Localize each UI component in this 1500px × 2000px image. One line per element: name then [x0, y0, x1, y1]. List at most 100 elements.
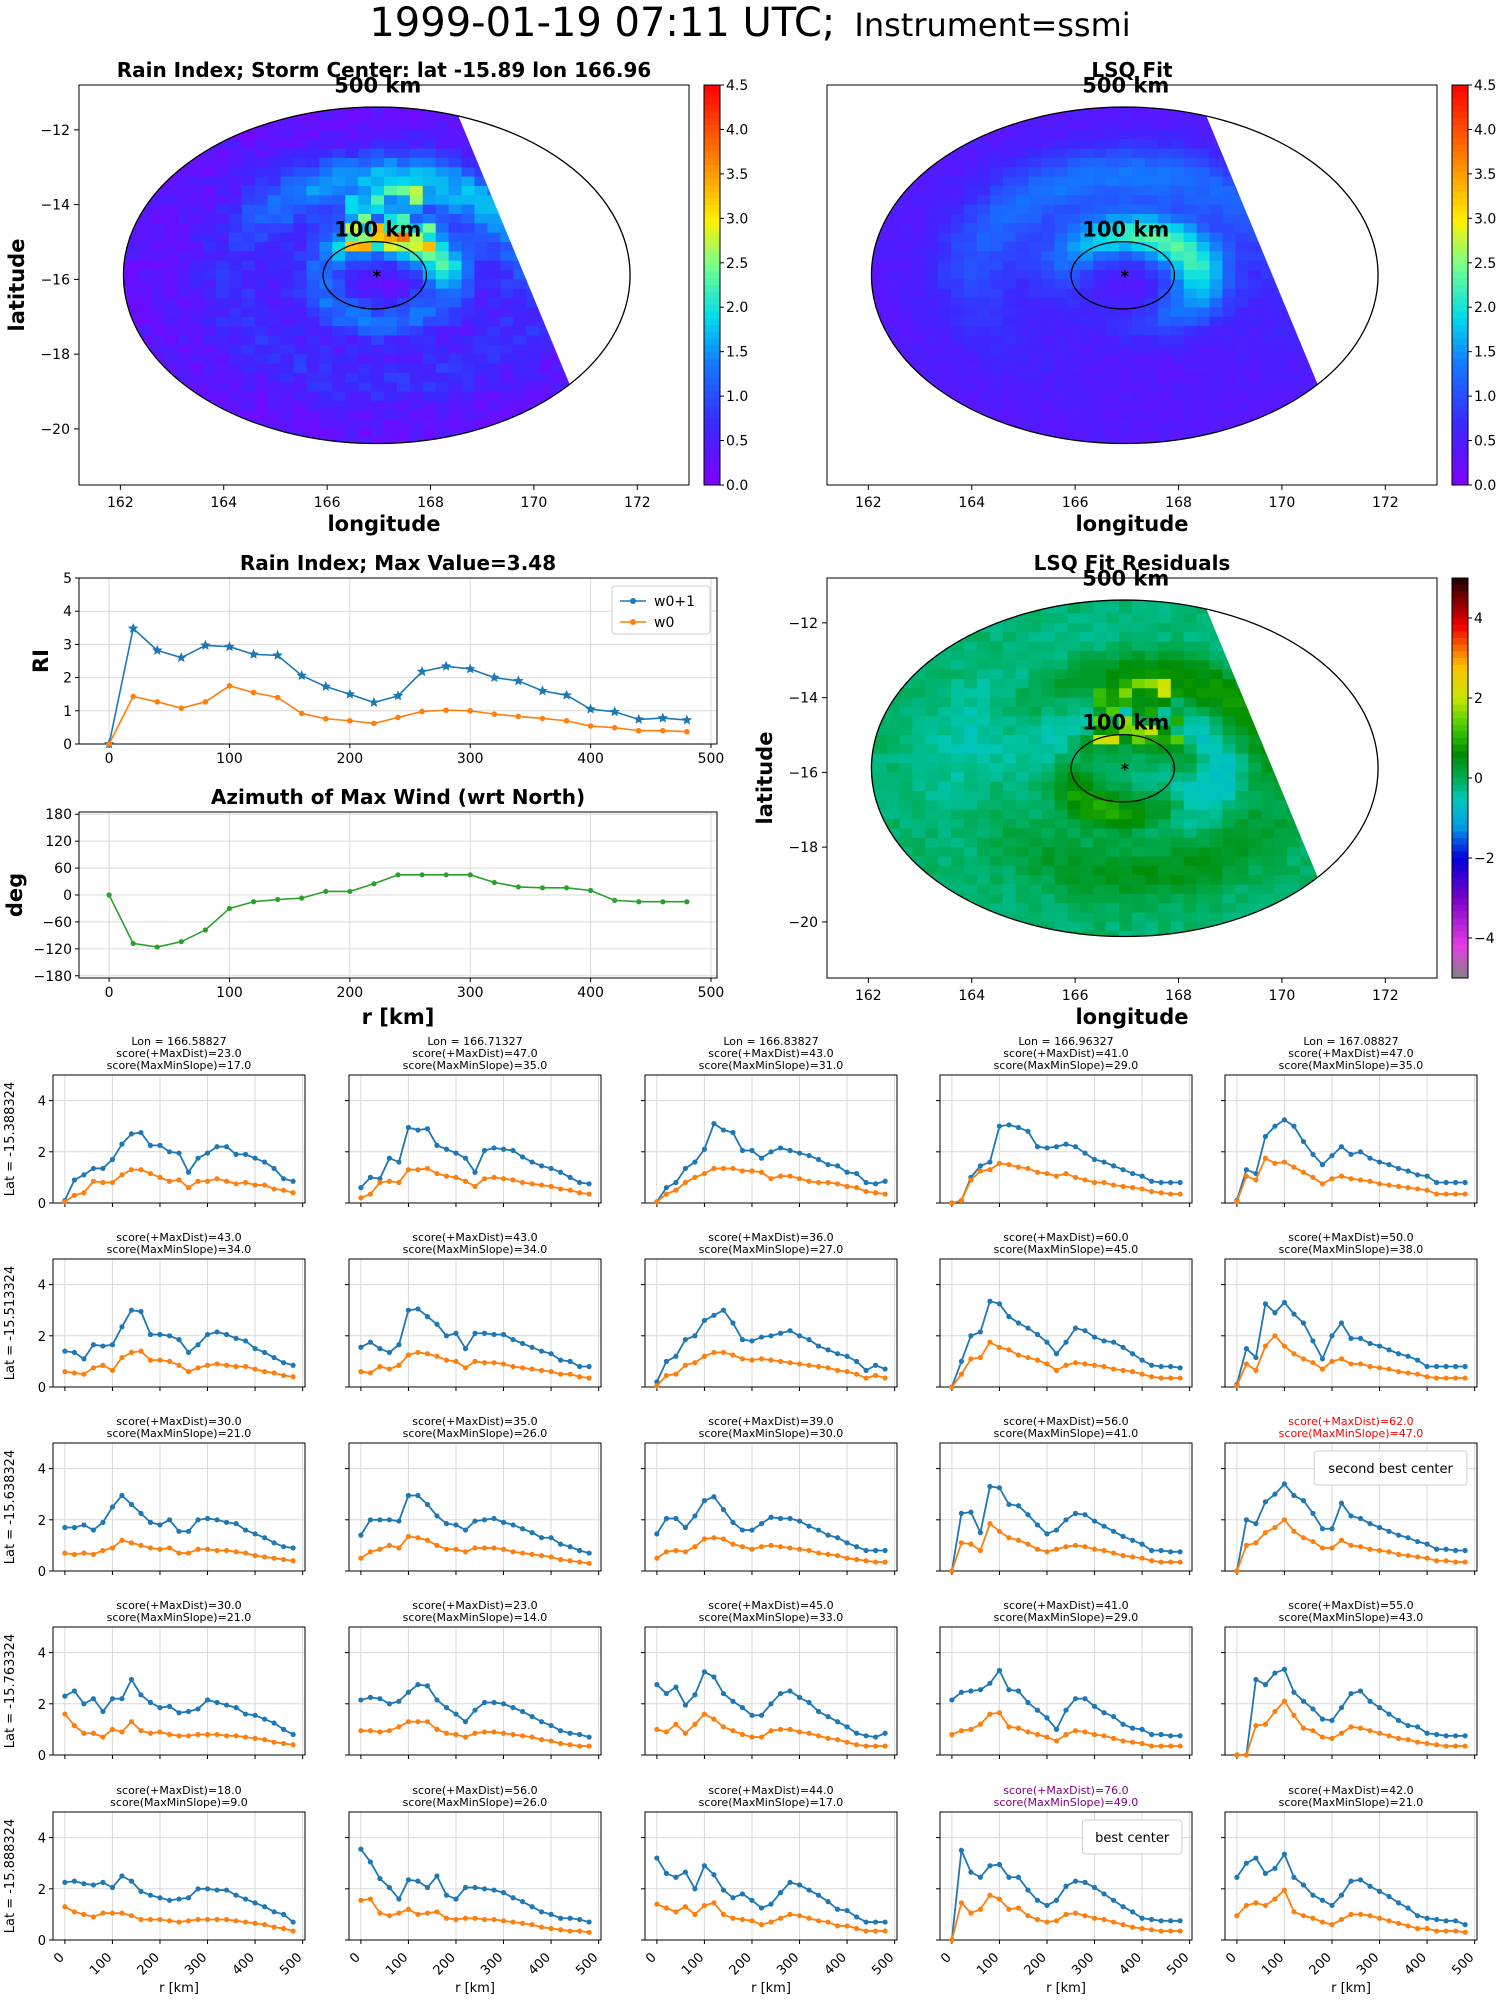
- map-cell: [254, 195, 269, 206]
- map-cell: [552, 270, 566, 280]
- map-cell: [1080, 875, 1094, 886]
- map-cell: [1157, 213, 1172, 224]
- map-cell: [1248, 688, 1262, 699]
- map-cell: [125, 270, 140, 280]
- map-cell: [1015, 622, 1030, 633]
- map-cell: [1390, 167, 1404, 177]
- map-cell: [125, 307, 140, 318]
- map-cell: [1274, 111, 1288, 122]
- map-cell: [871, 753, 875, 764]
- map-cell: [396, 428, 411, 439]
- map-cell: [1002, 107, 1017, 112]
- map-cell: [487, 316, 501, 327]
- map-cell: [319, 354, 333, 365]
- map-cell: [177, 298, 191, 309]
- map-cell: [1119, 167, 1133, 178]
- map-cell: [1080, 148, 1094, 159]
- map-cell: [1015, 107, 1030, 112]
- map-cell: [1378, 251, 1392, 261]
- colorbar-segment: [704, 331, 720, 339]
- map-cell: [474, 400, 488, 411]
- map-cell: [1339, 382, 1353, 392]
- map-cell: [1352, 279, 1366, 289]
- map-cell: [989, 223, 1004, 234]
- map-cell: [989, 129, 1004, 140]
- map-cell: [513, 354, 527, 365]
- map-cell: [1157, 921, 1172, 932]
- map-cell: [267, 251, 282, 262]
- map-cell: [1028, 438, 1043, 444]
- map-cell: [1300, 176, 1314, 187]
- map-cell: [1222, 660, 1236, 671]
- map-cell: [1041, 809, 1056, 820]
- map-cell: [1093, 316, 1107, 327]
- map-cell: [306, 279, 320, 290]
- map-cell: [1132, 148, 1146, 159]
- map-cell: [409, 120, 424, 131]
- map-cell: [642, 354, 656, 364]
- map-cell: [123, 176, 127, 187]
- map-cell: [293, 438, 308, 444]
- map-cell: [1093, 837, 1107, 848]
- map-cell: [435, 107, 450, 112]
- map-cell: [1235, 335, 1249, 346]
- map-cell: [461, 129, 476, 140]
- map-cell: [951, 448, 965, 458]
- map-cell: [1067, 391, 1081, 402]
- map-cell: [409, 410, 424, 421]
- map-cell: [1209, 316, 1224, 327]
- colorbar-segment: [704, 258, 720, 266]
- map-cell: [938, 204, 952, 215]
- map-cell: [215, 129, 230, 140]
- map-cell: [1157, 372, 1172, 383]
- map-cell: [1119, 641, 1133, 652]
- map-cell: [203, 419, 217, 430]
- map-cell: [371, 129, 385, 140]
- map-cell: [293, 372, 308, 383]
- map-cell: [1144, 600, 1159, 605]
- map-cell: [241, 185, 256, 196]
- map-cell: [1067, 185, 1081, 196]
- colorbar-segment: [1452, 425, 1468, 433]
- map-cell: [384, 120, 398, 131]
- colorbar-segment: [704, 91, 720, 99]
- map-cell: [1054, 772, 1068, 783]
- map-cell: [848, 130, 862, 140]
- map-cell: [254, 316, 269, 327]
- map-cell: [871, 242, 875, 252]
- map-cell: [1248, 678, 1262, 689]
- map-cell: [371, 157, 385, 168]
- map-cell: [1002, 837, 1017, 848]
- map-cell: [1352, 420, 1366, 430]
- colorbar-segment: [1452, 331, 1468, 339]
- map-cell: [151, 167, 165, 178]
- map-cell: [1158, 448, 1172, 458]
- map-cell: [345, 344, 359, 355]
- map-cell: [190, 288, 204, 299]
- map-cell: [1041, 678, 1056, 689]
- map-cell: [1106, 335, 1120, 346]
- map-cell: [371, 148, 385, 159]
- map-cell: [332, 344, 346, 355]
- map-cell: [384, 176, 398, 187]
- map-cell: [1093, 931, 1107, 937]
- map-cell: [100, 251, 114, 261]
- map-cell: [848, 828, 862, 838]
- map-cell: [1170, 344, 1185, 355]
- map-cell: [912, 307, 926, 318]
- map-cell: [1300, 298, 1314, 309]
- map-cell: [1157, 298, 1172, 309]
- map-cell: [126, 92, 140, 102]
- map-cell: [1132, 875, 1146, 886]
- map-cell: [1132, 716, 1146, 727]
- map-cell: [126, 457, 140, 467]
- map-cell: [630, 195, 644, 205]
- map-cell: [1119, 157, 1133, 168]
- map-cell: [1352, 429, 1366, 439]
- map-cell: [899, 335, 913, 346]
- map-cell: [951, 921, 965, 932]
- map-cell: [925, 448, 939, 458]
- map-cell: [976, 288, 991, 299]
- map-cell: [1300, 335, 1314, 346]
- map-cell: [1222, 335, 1236, 346]
